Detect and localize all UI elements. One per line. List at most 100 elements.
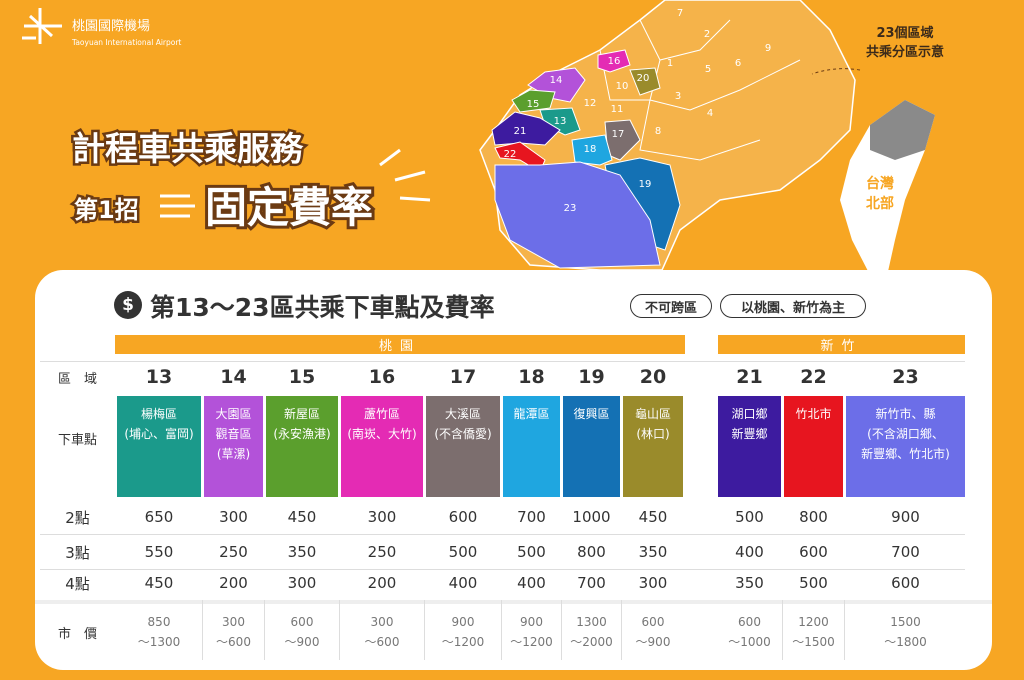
region-label: 2 [704,29,710,40]
market-price: 1300 ～2000 [563,612,620,652]
subtitle: 固定費率 [205,183,373,232]
market-price: 600 ～1000 [718,612,781,652]
region-label: 4 [707,108,713,119]
market-price: 850 ～1300 [117,612,201,652]
dropoff-box: 蘆竹區 (南崁、大竹) [341,396,423,497]
dropoff-box: 楊梅區 (埔心、富岡) [117,396,201,497]
region-label: 7 [677,8,683,19]
market-text: 600 [290,615,314,629]
market-price: 600 ～900 [266,612,338,652]
market-price: 1200 ～1500 [784,612,843,652]
fare: 600 [448,508,478,526]
col-line [264,600,265,660]
fare: 300 [287,574,317,592]
col-line [561,600,562,660]
zone-number: 19 [578,366,605,388]
fare: 500 [735,508,764,526]
row-label: 下車點 [57,432,97,448]
market-divider [35,600,992,604]
dropoff-text: 新豐鄉、竹北市) [861,447,950,461]
market-price: 300 ～600 [341,612,423,652]
fare: 500 [448,543,478,561]
group-header: 新竹 [718,335,965,354]
market-text: 850 [147,615,171,629]
map-region [597,49,631,73]
dropoff-text: 新竹市、縣 [875,407,936,421]
dropoff-text: 復興區 [573,407,610,421]
zone-number: 20 [639,366,667,388]
fare: 450 [144,574,174,592]
fare: 800 [577,543,606,561]
region-label: 18 [584,144,597,155]
region-label: 22 [504,149,517,160]
market-text: ～1200 [510,635,553,649]
region-label: 17 [612,129,625,140]
market-text: ～600 [364,635,400,649]
fare: 500 [799,574,828,592]
fare: 300 [219,508,248,526]
deco-lines [160,148,431,218]
region-label: 3 [675,91,681,102]
inset-label: 台灣 [866,175,894,192]
col-line [339,600,340,660]
dropoff-box: 復興區 [563,396,620,497]
zone-number: 18 [518,366,545,388]
fare: 200 [367,574,397,592]
logo-name: 桃園國際機場 [72,19,150,34]
fare: 400 [517,574,546,592]
map-region [571,134,613,166]
market-text: 1500 [890,615,921,629]
fare: 400 [735,543,764,561]
zone-number: 16 [368,366,396,388]
inset [840,100,935,285]
dropoff-text: 觀音區 [215,427,252,441]
market-price: 900 ～1200 [426,612,500,652]
region-label: 19 [639,179,652,190]
market-price: 600 ～900 [623,612,683,652]
market-text: ～1200 [441,635,485,649]
row-label: 4點 [65,574,90,593]
region-label: 6 [735,58,741,69]
row-label: 3點 [65,543,90,562]
fare: 250 [219,543,248,561]
dropoff-text: (永安漁港) [273,427,331,441]
dropoff-text: 蘆竹區 [363,407,400,421]
fare: 700 [577,574,606,592]
fare: 700 [891,543,920,561]
row-label: 區 域 [57,371,97,387]
dropoff-text: (埔心、富岡) [124,427,194,441]
market-text: 600 [641,615,665,629]
fare: 400 [448,574,478,592]
market-text: ～600 [216,635,251,649]
market-price: 900 ～1200 [503,612,560,652]
market-price: 300 ～600 [204,612,263,652]
title: 計程車共乘服務 [72,129,304,168]
map-note: 23個區域 [876,25,933,41]
fare: 1000 [572,508,611,526]
zone-number: 21 [736,366,763,388]
col-line [501,600,502,660]
dropoff-text: 竹北市 [795,407,832,421]
fare: 800 [799,508,828,526]
market-text: ～1000 [728,635,771,649]
dropoff-box: 竹北市 [784,396,843,497]
market-text: ～1800 [884,635,927,649]
logo-mark [22,8,62,44]
region-label: 12 [584,98,597,109]
dropoff-box: 龜山區 (林口) [623,396,683,497]
dropoff-text: 楊梅區 [140,407,177,421]
dropoff-box: 龍潭區 [503,396,560,497]
map-region [494,161,661,269]
zone-number: 17 [449,366,477,388]
col-line [202,600,203,660]
fare: 300 [638,574,668,592]
fare: 900 [891,508,920,526]
fare: 500 [517,543,546,561]
col-line [844,600,845,660]
region-label: 11 [611,104,624,115]
market-text: 300 [222,615,245,629]
fare: 250 [367,543,397,561]
dropoff-text: 大溪區 [444,407,481,421]
dollar-icon: $ [114,291,142,319]
